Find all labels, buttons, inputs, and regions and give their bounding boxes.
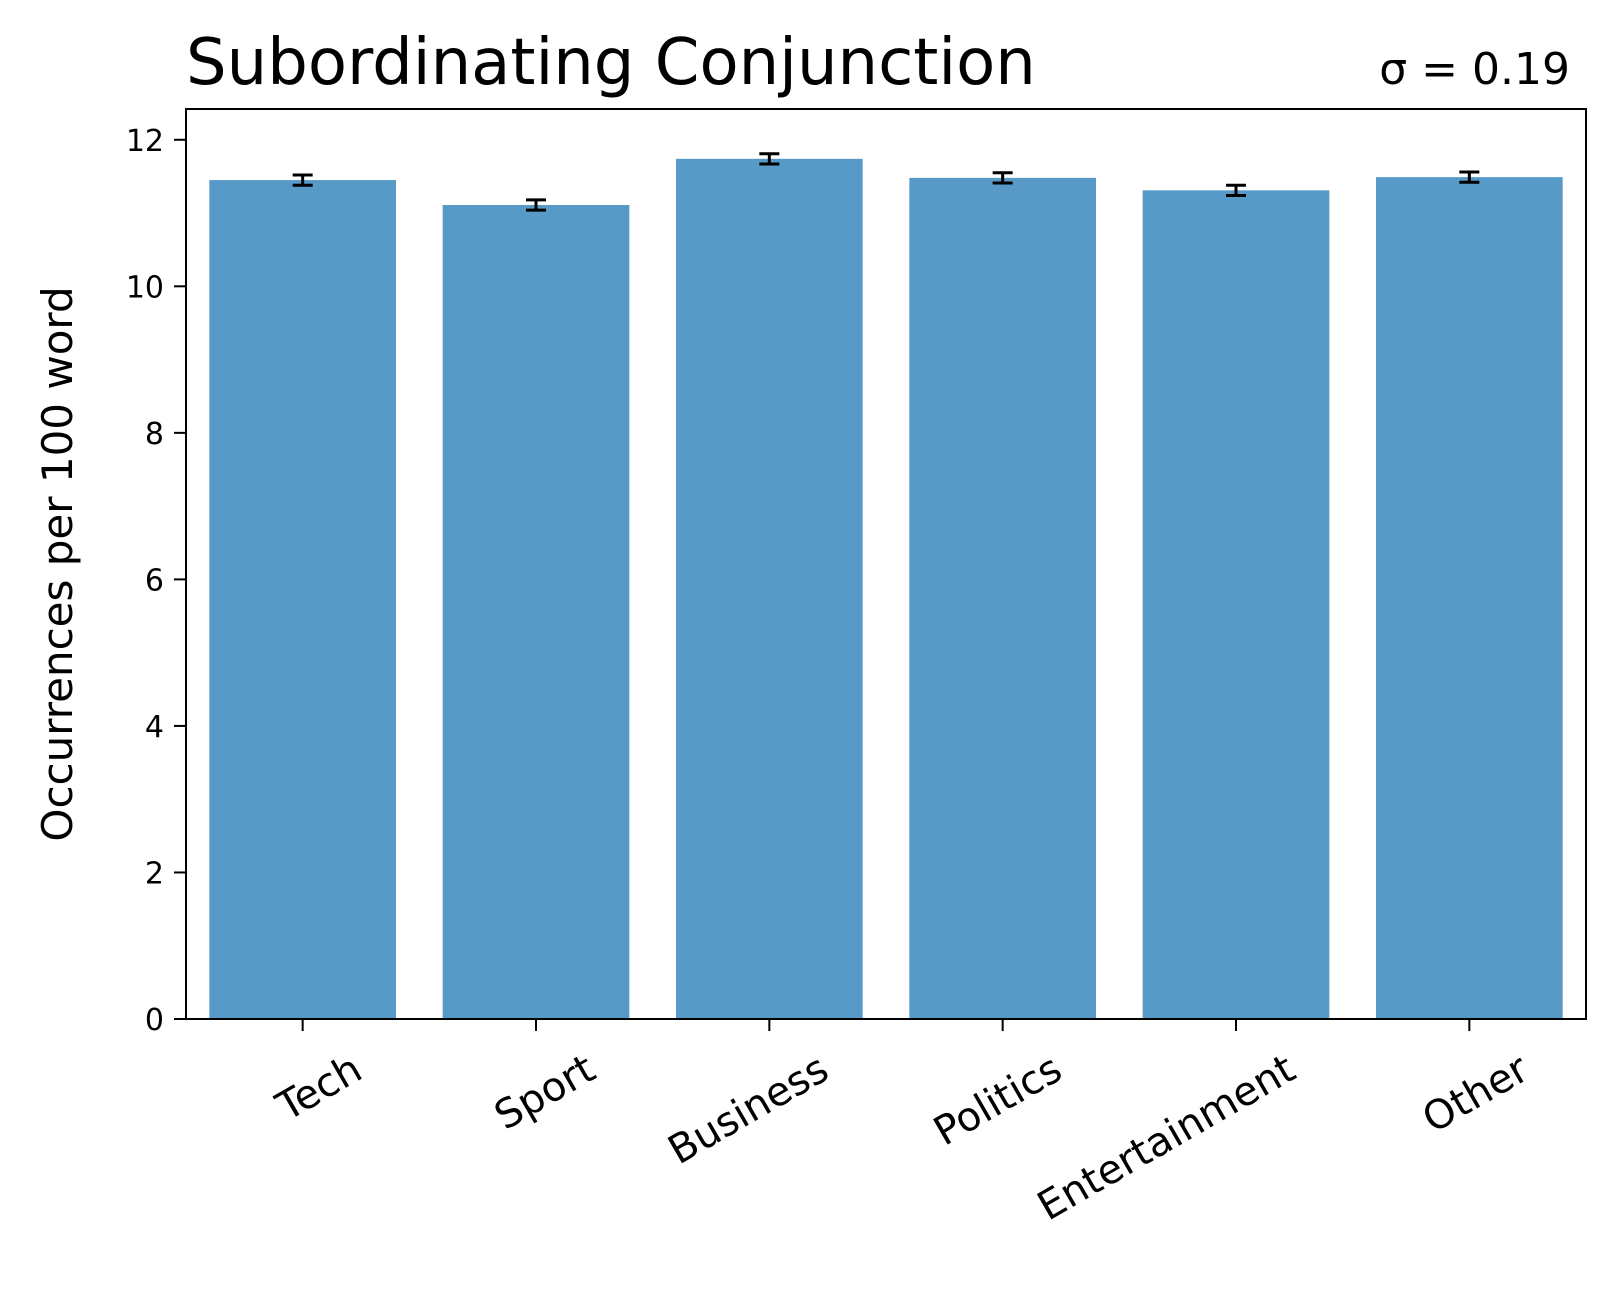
sigma-annotation: σ = 0.19	[1379, 44, 1570, 95]
y-tick-label-4: 4	[145, 710, 164, 745]
plot-frame	[185, 108, 1587, 1020]
bar-politics	[909, 177, 1096, 1019]
error-bars-layer	[292, 152, 1480, 212]
y-axis-label: Occurrences per 100 word	[33, 286, 82, 841]
bar-other	[1376, 177, 1563, 1020]
bars-layer	[209, 158, 1563, 1020]
y-axis: 0 2 4 6 8 10 12	[126, 124, 186, 1038]
bar-sport	[442, 204, 630, 1019]
x-tick-label-entertainment: Entertainment	[1030, 1046, 1303, 1230]
y-tick-label-6: 6	[145, 563, 164, 598]
x-tick-label-tech: Tech	[268, 1046, 369, 1131]
x-tick-label-other: Other	[1415, 1046, 1537, 1143]
x-tick-label-business: Business	[661, 1046, 837, 1174]
bar-entertainment	[1142, 190, 1330, 1020]
y-tick-label-8: 8	[145, 417, 164, 452]
x-tick-label-sport: Sport	[487, 1046, 603, 1140]
y-tick-label-10: 10	[126, 270, 164, 305]
y-tick-label-12: 12	[126, 124, 164, 159]
bar-business	[676, 158, 863, 1019]
chart-title: Subordinating Conjunction	[186, 26, 1036, 100]
bar-tech	[209, 180, 396, 1019]
y-tick-label-0: 0	[145, 1003, 164, 1038]
x-tick-label-politics: Politics	[926, 1046, 1069, 1155]
y-tick-label-2: 2	[145, 856, 164, 891]
